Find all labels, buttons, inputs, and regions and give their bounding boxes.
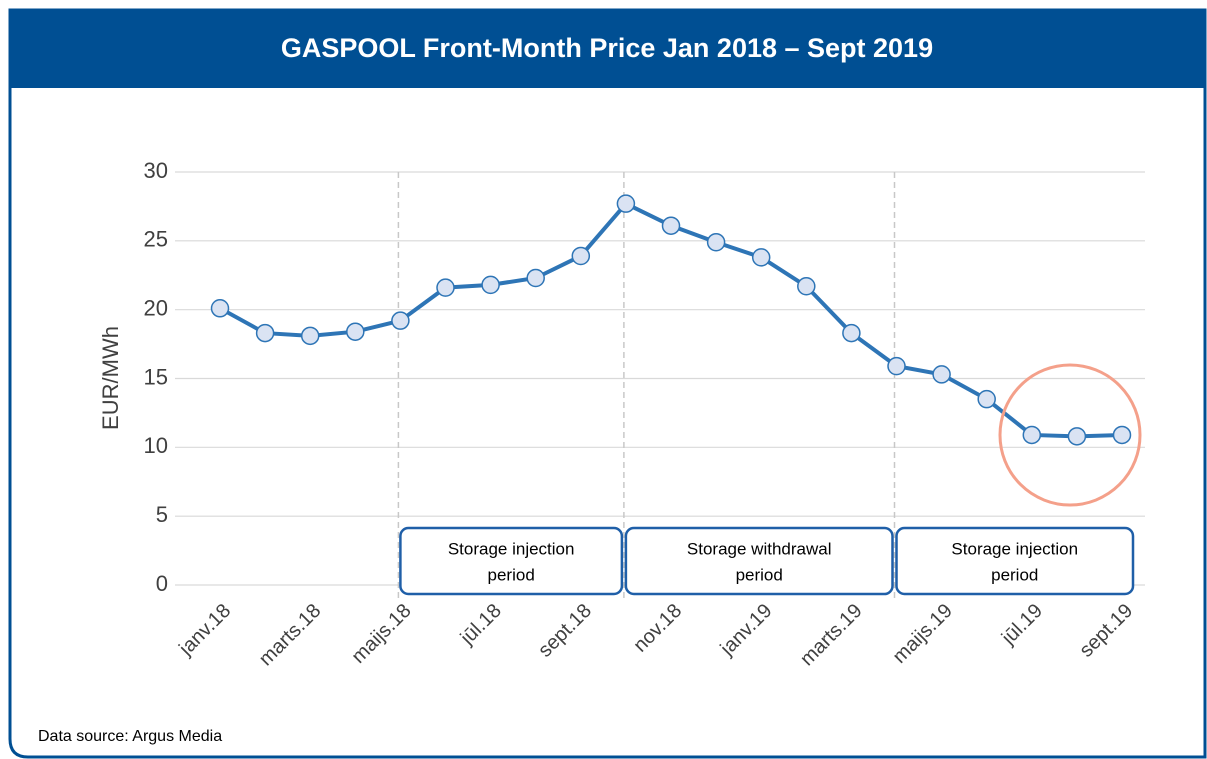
period-label: Storage injection	[448, 539, 575, 558]
y-tick-label: 30	[144, 158, 168, 183]
period-box	[895, 526, 1135, 596]
point	[797, 277, 816, 296]
point	[616, 194, 636, 213]
point	[481, 275, 500, 295]
y-axis-label: EUR/MWh	[98, 326, 123, 430]
point	[300, 326, 320, 346]
point	[751, 248, 771, 267]
header	[10, 10, 1205, 88]
point	[932, 365, 951, 384]
point	[706, 232, 726, 252]
point	[1067, 427, 1087, 446]
point	[1112, 425, 1132, 445]
source: Data source: Argus Media	[38, 728, 222, 745]
period-label: period	[736, 565, 783, 584]
y-tick-label: 20	[144, 295, 168, 320]
period-box	[399, 526, 624, 596]
period-label: Storage injection	[951, 539, 1078, 558]
point	[842, 323, 861, 343]
point	[526, 268, 545, 288]
chart-title: GASPOOL Front-Month Price Jan 2018 – Sep…	[281, 33, 933, 63]
point	[391, 311, 410, 330]
point	[571, 246, 591, 266]
period-box	[624, 526, 894, 596]
period-label: period	[991, 565, 1038, 584]
y-tick-label: 10	[144, 433, 168, 458]
y-tick-label: 0	[156, 571, 168, 596]
y-tick-label: 25	[144, 227, 168, 252]
point	[346, 322, 365, 341]
period-label: period	[488, 565, 535, 584]
point	[1022, 425, 1042, 445]
y-tick-label: 5	[156, 502, 168, 527]
y-tick-label: 15	[144, 364, 168, 389]
point	[436, 278, 455, 297]
point	[661, 216, 681, 235]
point	[210, 299, 230, 318]
period-label: Storage withdrawal	[687, 539, 832, 558]
point	[887, 356, 906, 376]
highlight-circle	[998, 363, 1142, 507]
point	[255, 323, 275, 343]
point	[977, 389, 996, 409]
